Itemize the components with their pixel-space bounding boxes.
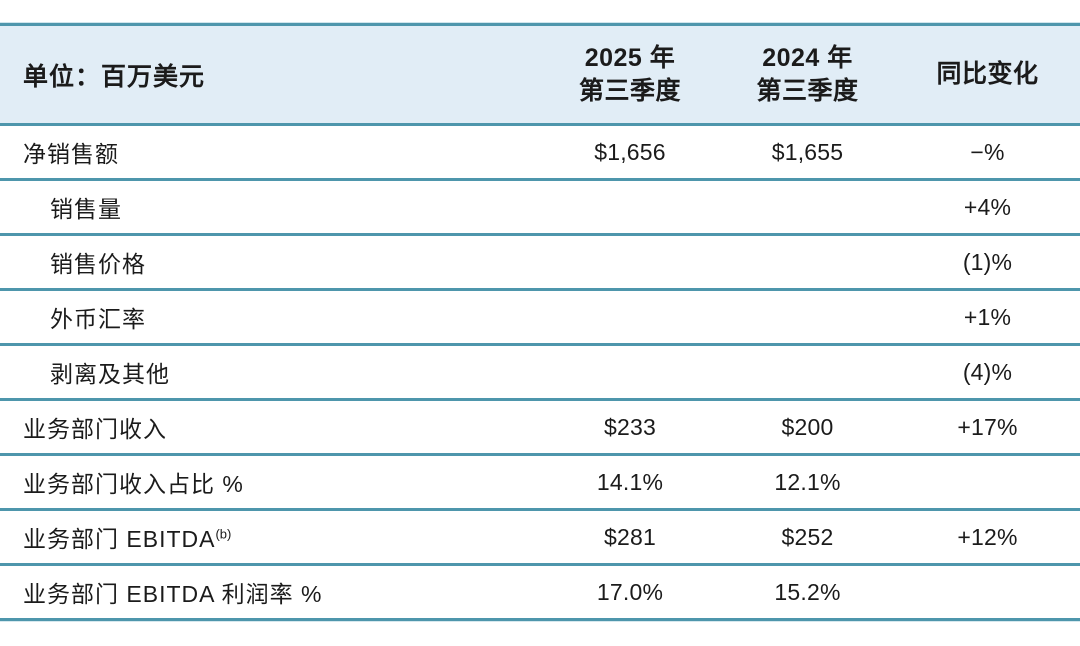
value-yoy-change: +4% [963, 193, 1012, 220]
row-label: 业务部门收入占比 % [0, 465, 540, 499]
row-label-text: 外币汇率 [50, 306, 146, 332]
table-row-segment-ebitda-margin: 业务部门 EBITDA 利润率 % 17.0% 15.2% [0, 566, 1080, 621]
table-header-row: 单位：百万美元 2025 年 第三季度 2024 年 第三季度 同比变化 [0, 23, 1080, 126]
unit-label: 单位：百万美元 [23, 62, 206, 91]
row-label-text: 销售量 [50, 196, 122, 222]
value-yoy-change: +1% [963, 303, 1012, 330]
row-label: 销售量 [0, 190, 540, 224]
table-row-divestitures-other: 剥离及其他 (4)% [0, 346, 1080, 401]
value-yoy-change: (1)% [962, 248, 1013, 275]
row-label-text: 销售价格 [50, 251, 146, 277]
table-row-net-sales: 净销售额 $1,656 $1,655 −% [0, 126, 1080, 181]
value-q3-2025: $233 [604, 413, 656, 440]
row-label: 外币汇率 [0, 300, 540, 334]
column-header-q3-2024-line1: 2024 年 [762, 43, 853, 72]
row-label-text: 业务部门收入 [23, 416, 167, 442]
row-label: 业务部门 EBITDA 利润率 % [0, 575, 540, 609]
row-label: 业务部门收入 [0, 410, 540, 444]
value-q3-2024: 15.2% [774, 578, 841, 605]
value-q3-2025: 17.0% [596, 578, 664, 605]
row-label-superscript: (b) [215, 526, 232, 542]
table-row-selling-price: 销售价格 (1)% [0, 236, 1080, 291]
row-label-text: 剥离及其他 [50, 361, 170, 387]
column-header-q3-2025: 2025 年 第三季度 [540, 42, 720, 108]
column-header-yoy-change: 同比变化 [936, 60, 1039, 88]
row-label: 净销售额 [0, 135, 540, 169]
value-q3-2025: 14.1% [596, 468, 664, 495]
value-q3-2024: $1,655 [771, 138, 844, 165]
value-q3-2024: 12.1% [774, 468, 841, 495]
value-q3-2025: $1,656 [594, 138, 666, 165]
column-header-q3-2025-line1: 2025 年 [584, 43, 676, 72]
row-label-text: 净销售额 [23, 141, 119, 167]
value-yoy-change: +17% [957, 413, 1018, 440]
value-q3-2024: $252 [781, 523, 834, 550]
column-header-q3-2025-line2: 第三季度 [578, 76, 681, 105]
table-row-foreign-currency: 外币汇率 +1% [0, 291, 1080, 346]
value-yoy-change: +12% [957, 523, 1018, 550]
table-row-segment-ebitda: 业务部门 EBITDA(b) $281 $252 +12% [0, 511, 1080, 566]
row-label-text: 业务部门 EBITDA [23, 526, 216, 552]
column-header-q3-2024: 2024 年 第三季度 [720, 42, 895, 108]
table-row-segment-income-margin: 业务部门收入占比 % 14.1% 12.1% [0, 456, 1080, 511]
value-yoy-change: (4)% [962, 358, 1013, 385]
financial-results-table: 单位：百万美元 2025 年 第三季度 2024 年 第三季度 同比变化 净销售… [0, 23, 1080, 621]
table-row-segment-income: 业务部门收入 $233 $200 +17% [0, 401, 1080, 456]
column-header-q3-2024-line2: 第三季度 [756, 76, 859, 105]
row-label-text: 业务部门 EBITDA 利润率 % [23, 581, 323, 607]
value-yoy-change: −% [970, 138, 1005, 165]
row-label: 剥离及其他 [0, 355, 540, 389]
table-row-volume: 销售量 +4% [0, 181, 1080, 236]
value-q3-2025: $281 [604, 523, 656, 550]
value-q3-2024: $200 [781, 413, 834, 440]
row-label: 销售价格 [0, 245, 540, 279]
row-label: 业务部门 EBITDA(b) [0, 520, 540, 554]
row-label-text: 业务部门收入占比 % [23, 471, 244, 497]
